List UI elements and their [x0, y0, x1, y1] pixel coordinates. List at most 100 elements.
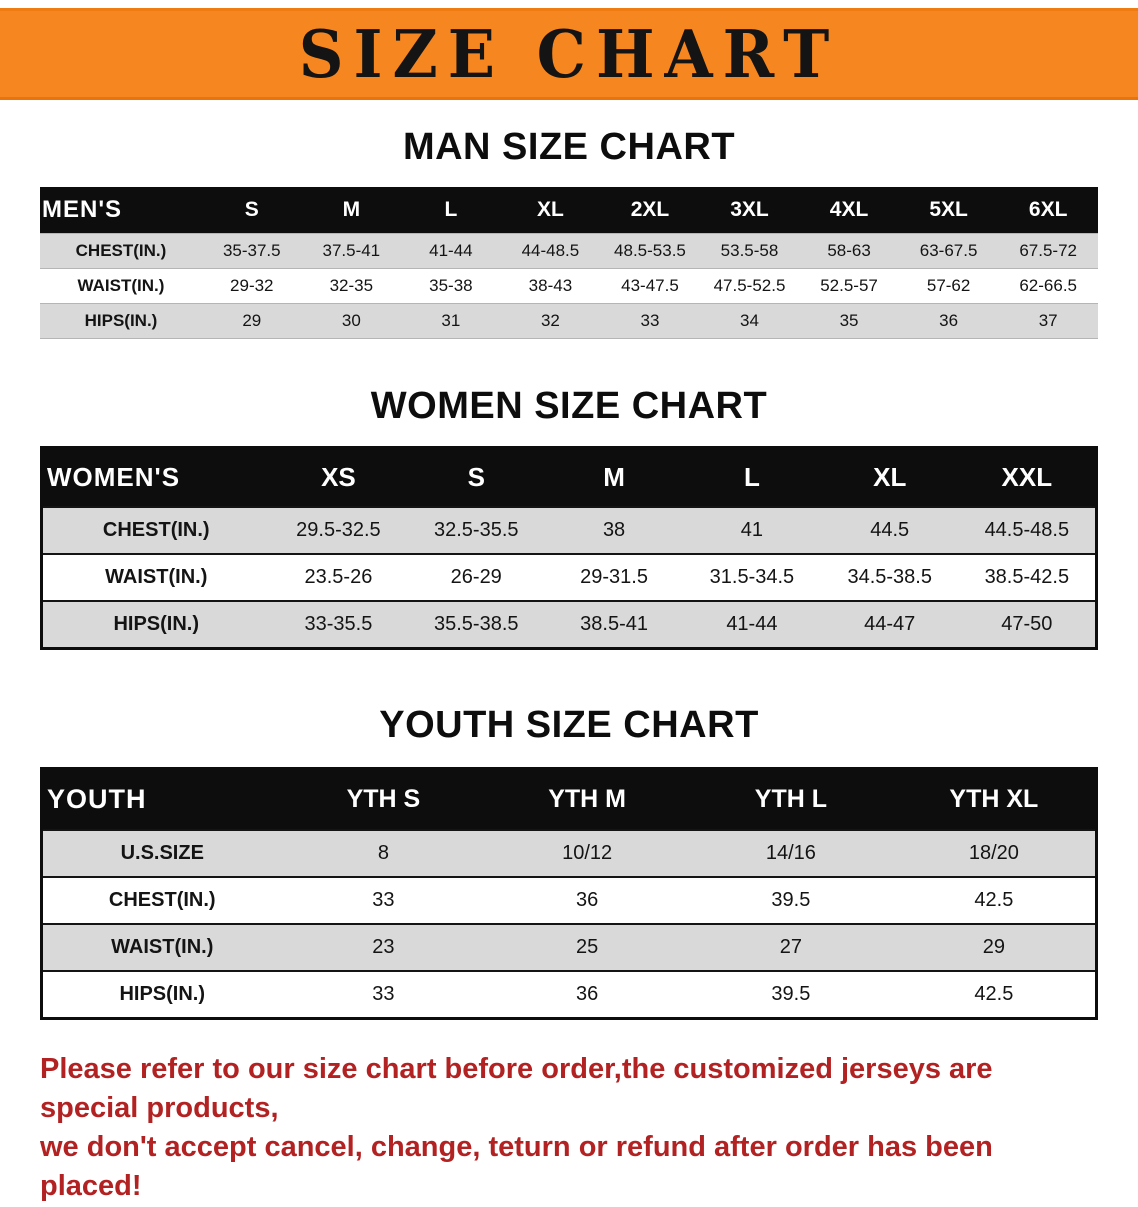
size-value-cell: 30	[341, 311, 361, 330]
size-value-cell: 34.5-38.5	[847, 566, 932, 588]
size-value-cell: 44.5-48.5	[984, 519, 1070, 541]
disclaimer-line-1: Please refer to our size chart before or…	[40, 1053, 993, 1125]
size-column-header: 3XL	[699, 187, 800, 234]
size-value-cell: 62-66.5	[1019, 276, 1078, 295]
size-column-header: L	[401, 187, 501, 234]
table-title-cell: MEN'S	[40, 187, 202, 234]
size-column-header: M	[301, 187, 402, 234]
size-value-cell: 35.5-38.5	[433, 613, 519, 635]
size-value-cell: 53.5-58	[720, 241, 779, 260]
men-table-body: CHEST(IN.) 35-37.5 37.5-41 41-44 44-48.5 48.5…	[40, 233, 1098, 339]
size-value-cell: 32.5-35.5	[433, 519, 519, 541]
youth-table-body: U.S.SIZE 8 10/12 14/16 18/20 CHEST(IN.) 33 36 39…	[41, 830, 1097, 1019]
table-row: CHEST(IN.) 33 36 39.5 42.5	[41, 877, 1097, 924]
size-value-cell: 42.5	[974, 983, 1014, 1005]
size-value-cell: 32	[540, 311, 560, 330]
size-value-cell: 8	[377, 842, 389, 864]
size-value-cell: 42.5	[974, 889, 1014, 911]
women-size-table: WOMEN'S XS S M L XL XXL CHEST(IN.) 29.5-32.5 32.…	[40, 446, 1098, 650]
size-value-cell: 33	[372, 889, 395, 911]
size-value-cell: 10/12	[562, 842, 613, 864]
size-value-cell: 36	[939, 311, 959, 330]
size-column-header: 2XL	[600, 187, 700, 234]
size-value-cell: 36	[576, 983, 599, 1005]
size-value-cell: 41-44	[726, 613, 778, 635]
size-value-cell: 27	[779, 936, 802, 958]
size-value-cell: 41-44	[429, 241, 473, 260]
women-section-heading: WOMEN SIZE CHART	[370, 385, 768, 427]
size-column-header: YTH M	[485, 768, 689, 830]
row-label: CHEST(IN.)	[75, 241, 167, 260]
row-label: HIPS(IN.)	[119, 983, 206, 1005]
row-label: CHEST(IN.)	[108, 889, 216, 911]
size-value-cell: 33	[372, 983, 395, 1005]
size-value-cell: 31	[441, 311, 461, 330]
size-value-cell: 37.5-41	[322, 241, 381, 260]
size-column-header: XXL	[958, 447, 1097, 507]
size-column-header: XL	[820, 447, 959, 507]
size-value-cell: 38.5-41	[580, 613, 648, 635]
size-value-cell: 14/16	[765, 842, 816, 864]
youth-table-header-row: YOUTH YTH S YTH M YTH L YTH XL	[41, 768, 1097, 830]
table-row: CHEST(IN.) 35-37.5 37.5-41 41-44 44-48.5 48.5…	[40, 233, 1098, 269]
size-value-cell: 32-35	[329, 276, 374, 295]
row-label: WAIST(IN.)	[111, 936, 214, 958]
table-row: CHEST(IN.) 29.5-32.5 32.5-35.5 38 41 44.5 44.5…	[41, 507, 1097, 554]
size-value-cell: 63-67.5	[919, 241, 978, 260]
men-section-heading: MAN SIZE CHART	[402, 126, 736, 168]
size-value-cell: 23.5-26	[304, 566, 373, 588]
size-value-cell: 52.5-57	[820, 276, 878, 295]
size-value-cell: 39.5	[771, 889, 811, 911]
table-title-cell: WOMEN'S	[41, 447, 270, 507]
size-value-cell: 58-63	[827, 241, 871, 260]
size-value-cell: 23	[372, 936, 395, 958]
youth-size-table: YOUTH YTH S YTH M YTH L YTH XL U.S.SIZE 8 10/1…	[40, 767, 1098, 1020]
size-value-cell: 43-47.5	[621, 276, 679, 295]
size-value-cell: 26-29	[450, 566, 502, 588]
size-column-header: YTH XL	[892, 768, 1097, 830]
table-row: WAIST(IN.) 23.5-26 26-29 29-31.5 31.5-34.5 34…	[41, 554, 1097, 601]
row-label: HIPS(IN.)	[113, 613, 200, 635]
row-label: CHEST(IN.)	[102, 519, 210, 541]
banner: SIZE CHART	[0, 8, 1138, 100]
size-value-cell: 44-48.5	[521, 241, 580, 260]
size-value-cell: 38.5-42.5	[984, 566, 1070, 588]
row-label: WAIST(IN.)	[77, 276, 165, 295]
table-row: U.S.SIZE 8 10/12 14/16 18/20	[41, 830, 1097, 877]
disclaimer: Please refer to our size chart before or…	[40, 1050, 1098, 1207]
size-value-cell: 38	[602, 519, 626, 541]
size-value-cell: 33	[640, 311, 660, 330]
size-value-cell: 25	[576, 936, 599, 958]
size-column-header: M	[545, 447, 683, 507]
disclaimer-line-2: we don't accept cancel, change, teturn o…	[40, 1131, 993, 1203]
size-value-cell: 29-32	[230, 276, 274, 295]
women-section: WOMEN SIZE CHART WOMEN'S XS S M L XL XXL CHEST…	[0, 385, 1138, 650]
size-column-header: XL	[500, 187, 601, 234]
size-value-cell: 35-37.5	[222, 241, 281, 260]
table-row: WAIST(IN.) 29-32 32-35 35-38 38-43 43-47.5 47.…	[40, 268, 1098, 304]
page-title: SIZE CHART	[298, 15, 840, 93]
size-value-cell: 29	[242, 311, 262, 330]
size-value-cell: 67.5-72	[1019, 241, 1078, 260]
row-label: HIPS(IN.)	[84, 311, 158, 330]
size-value-cell: 36	[576, 889, 599, 911]
size-value-cell: 48.5-53.5	[614, 241, 686, 260]
size-column-header: 4XL	[799, 187, 899, 234]
row-label: U.S.SIZE	[120, 842, 204, 864]
size-value-cell: 35-38	[429, 276, 473, 295]
size-value-cell: 29-31.5	[580, 566, 648, 588]
size-value-cell: 29.5-32.5	[296, 519, 381, 541]
youth-section-heading: YOUTH SIZE CHART	[379, 704, 759, 746]
size-column-header: L	[682, 447, 821, 507]
table-title-cell: YOUTH	[41, 768, 282, 830]
size-column-header: XS	[269, 447, 408, 507]
table-row: HIPS(IN.) 33-35.5 35.5-38.5 38.5-41 41-44 44-…	[41, 601, 1097, 649]
size-column-header: S	[202, 187, 302, 234]
youth-section: YOUTH SIZE CHART YOUTH YTH S YTH M YTH L YTH…	[0, 704, 1138, 1020]
size-value-cell: 39.5	[771, 983, 811, 1005]
table-row: HIPS(IN.) 33 36 39.5 42.5	[41, 971, 1097, 1019]
size-value-cell: 47-50	[1001, 613, 1053, 635]
size-value-cell: 38-43	[528, 276, 573, 295]
women-table-body: CHEST(IN.) 29.5-32.5 32.5-35.5 38 41 44.5 44.5…	[41, 507, 1097, 649]
size-column-header: YTH L	[689, 768, 893, 830]
